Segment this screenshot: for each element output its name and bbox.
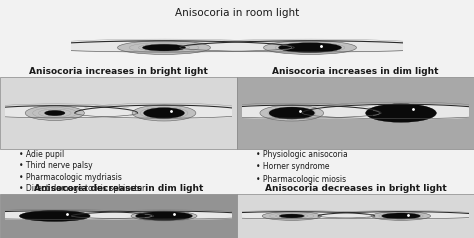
Ellipse shape — [118, 41, 210, 55]
Ellipse shape — [269, 107, 315, 119]
Ellipse shape — [142, 44, 185, 51]
Ellipse shape — [262, 212, 321, 220]
Polygon shape — [209, 212, 374, 219]
Ellipse shape — [19, 210, 90, 222]
Bar — [0, 194, 237, 238]
Bar — [0, 77, 237, 149]
Text: • Pharmacologic miosis: • Pharmacologic miosis — [256, 175, 346, 184]
Ellipse shape — [372, 212, 430, 220]
Text: Anisocoria decreases in dim light: Anisocoria decreases in dim light — [34, 184, 203, 193]
Ellipse shape — [278, 43, 341, 53]
Ellipse shape — [45, 110, 65, 116]
Ellipse shape — [131, 211, 197, 221]
Text: Anisocoria in room light: Anisocoria in room light — [175, 8, 299, 18]
Polygon shape — [0, 106, 137, 118]
Polygon shape — [0, 211, 154, 219]
Text: • Third nerve palsy: • Third nerve palsy — [19, 161, 92, 170]
Polygon shape — [72, 211, 256, 219]
Text: Anisocoria increases in dim light: Anisocoria increases in dim light — [272, 67, 439, 76]
Text: • Horner syndrome: • Horner syndrome — [256, 162, 329, 171]
Text: • Physiologic anisocoria: • Physiologic anisocoria — [256, 150, 348, 159]
Text: • Adie pupil: • Adie pupil — [19, 150, 64, 159]
Polygon shape — [180, 41, 440, 52]
Polygon shape — [75, 105, 253, 118]
Ellipse shape — [279, 214, 304, 218]
Text: Anisocoria decreases in bright light: Anisocoria decreases in bright light — [264, 184, 447, 193]
Text: Anisocoria increases in bright light: Anisocoria increases in bright light — [29, 67, 208, 76]
Ellipse shape — [366, 104, 436, 122]
Ellipse shape — [25, 106, 84, 120]
Ellipse shape — [19, 211, 90, 221]
Bar — [237, 77, 474, 149]
Ellipse shape — [264, 41, 356, 55]
Ellipse shape — [260, 105, 324, 121]
Polygon shape — [202, 105, 381, 118]
Ellipse shape — [136, 212, 192, 220]
Text: • Direct damage to iris sphincter: • Direct damage to iris sphincter — [19, 184, 145, 193]
Ellipse shape — [382, 213, 420, 219]
Bar — [237, 194, 474, 238]
Polygon shape — [318, 212, 474, 219]
Polygon shape — [302, 104, 474, 119]
Ellipse shape — [132, 105, 196, 121]
Text: • Pharmacologic mydriasis: • Pharmacologic mydriasis — [19, 173, 122, 182]
Ellipse shape — [144, 108, 184, 119]
Polygon shape — [34, 41, 294, 52]
Ellipse shape — [366, 104, 436, 122]
